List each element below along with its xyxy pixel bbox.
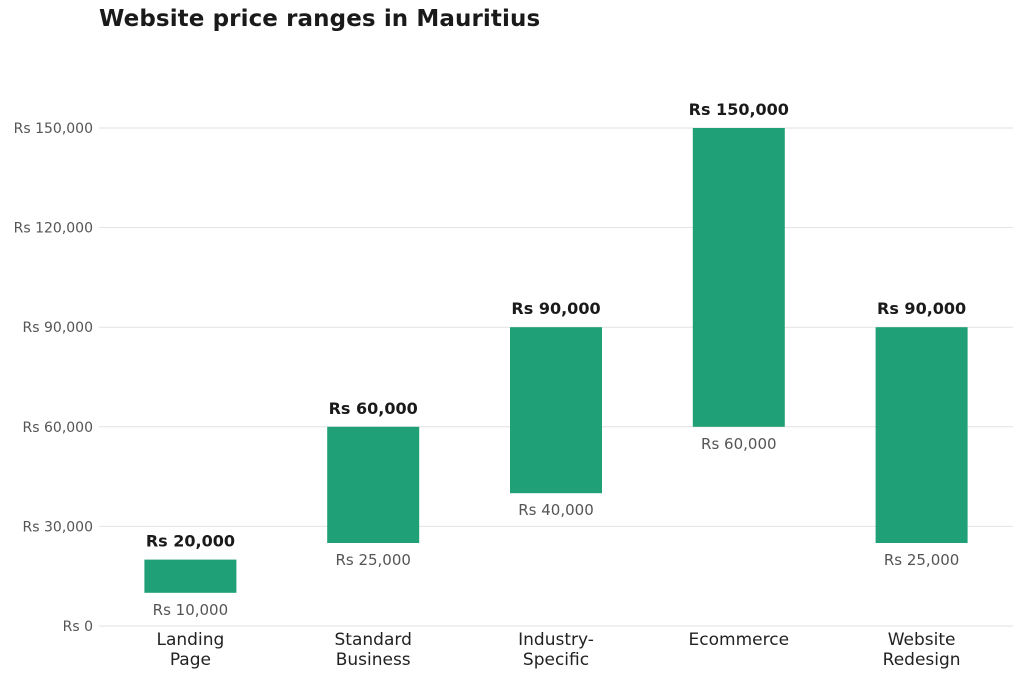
high-price-label: Rs 150,000: [689, 100, 789, 119]
low-price-label: Rs 10,000: [153, 601, 229, 619]
low-price-label: Rs 25,000: [335, 551, 411, 569]
price-range-bar: [144, 559, 237, 593]
high-price-label: Rs 60,000: [329, 399, 418, 418]
y-tick-label: Rs 0: [63, 619, 93, 635]
x-tick-label: Website: [888, 630, 956, 650]
x-tick-label: Industry-: [518, 630, 594, 650]
price-range-bar: [510, 327, 602, 494]
data-labels: Rs 20,000 Rs 10,000 Rs 60,000 Rs 25,000 Rs 9…: [146, 100, 966, 619]
x-tick-label: Redesign: [883, 650, 961, 670]
y-tick-label: Rs 150,000: [14, 121, 93, 137]
chart-title: Website price ranges in Mauritius: [99, 6, 541, 32]
low-price-label: Rs 60,000: [701, 435, 777, 453]
high-price-label: Rs 90,000: [877, 299, 966, 318]
y-tick-label: Rs 120,000: [14, 221, 93, 237]
y-tick-label: Rs 60,000: [23, 420, 93, 436]
x-tick-label: Standard: [335, 630, 412, 650]
bars: [144, 128, 968, 593]
low-price-label: Rs 40,000: [518, 501, 594, 519]
x-tick-label: Ecommerce: [689, 630, 790, 650]
price-range-bar: [692, 128, 785, 427]
high-price-label: Rs 90,000: [511, 299, 600, 318]
high-price-label: Rs 20,000: [146, 532, 235, 551]
x-tick-label: Landing: [157, 630, 225, 650]
y-tick-label: Rs 30,000: [23, 519, 93, 535]
x-tick-label: Page: [170, 650, 211, 670]
price-range-bar: [327, 426, 420, 543]
x-tick-label: Business: [336, 650, 411, 670]
y-tick-label: Rs 90,000: [23, 320, 93, 336]
price-range-bar: [875, 327, 968, 543]
low-price-label: Rs 25,000: [884, 551, 960, 569]
y-axis-ticks: Rs 0 Rs 30,000 Rs 60,000 Rs 90,000 Rs 120,00…: [14, 121, 93, 635]
x-tick-label: Specific: [523, 650, 589, 670]
